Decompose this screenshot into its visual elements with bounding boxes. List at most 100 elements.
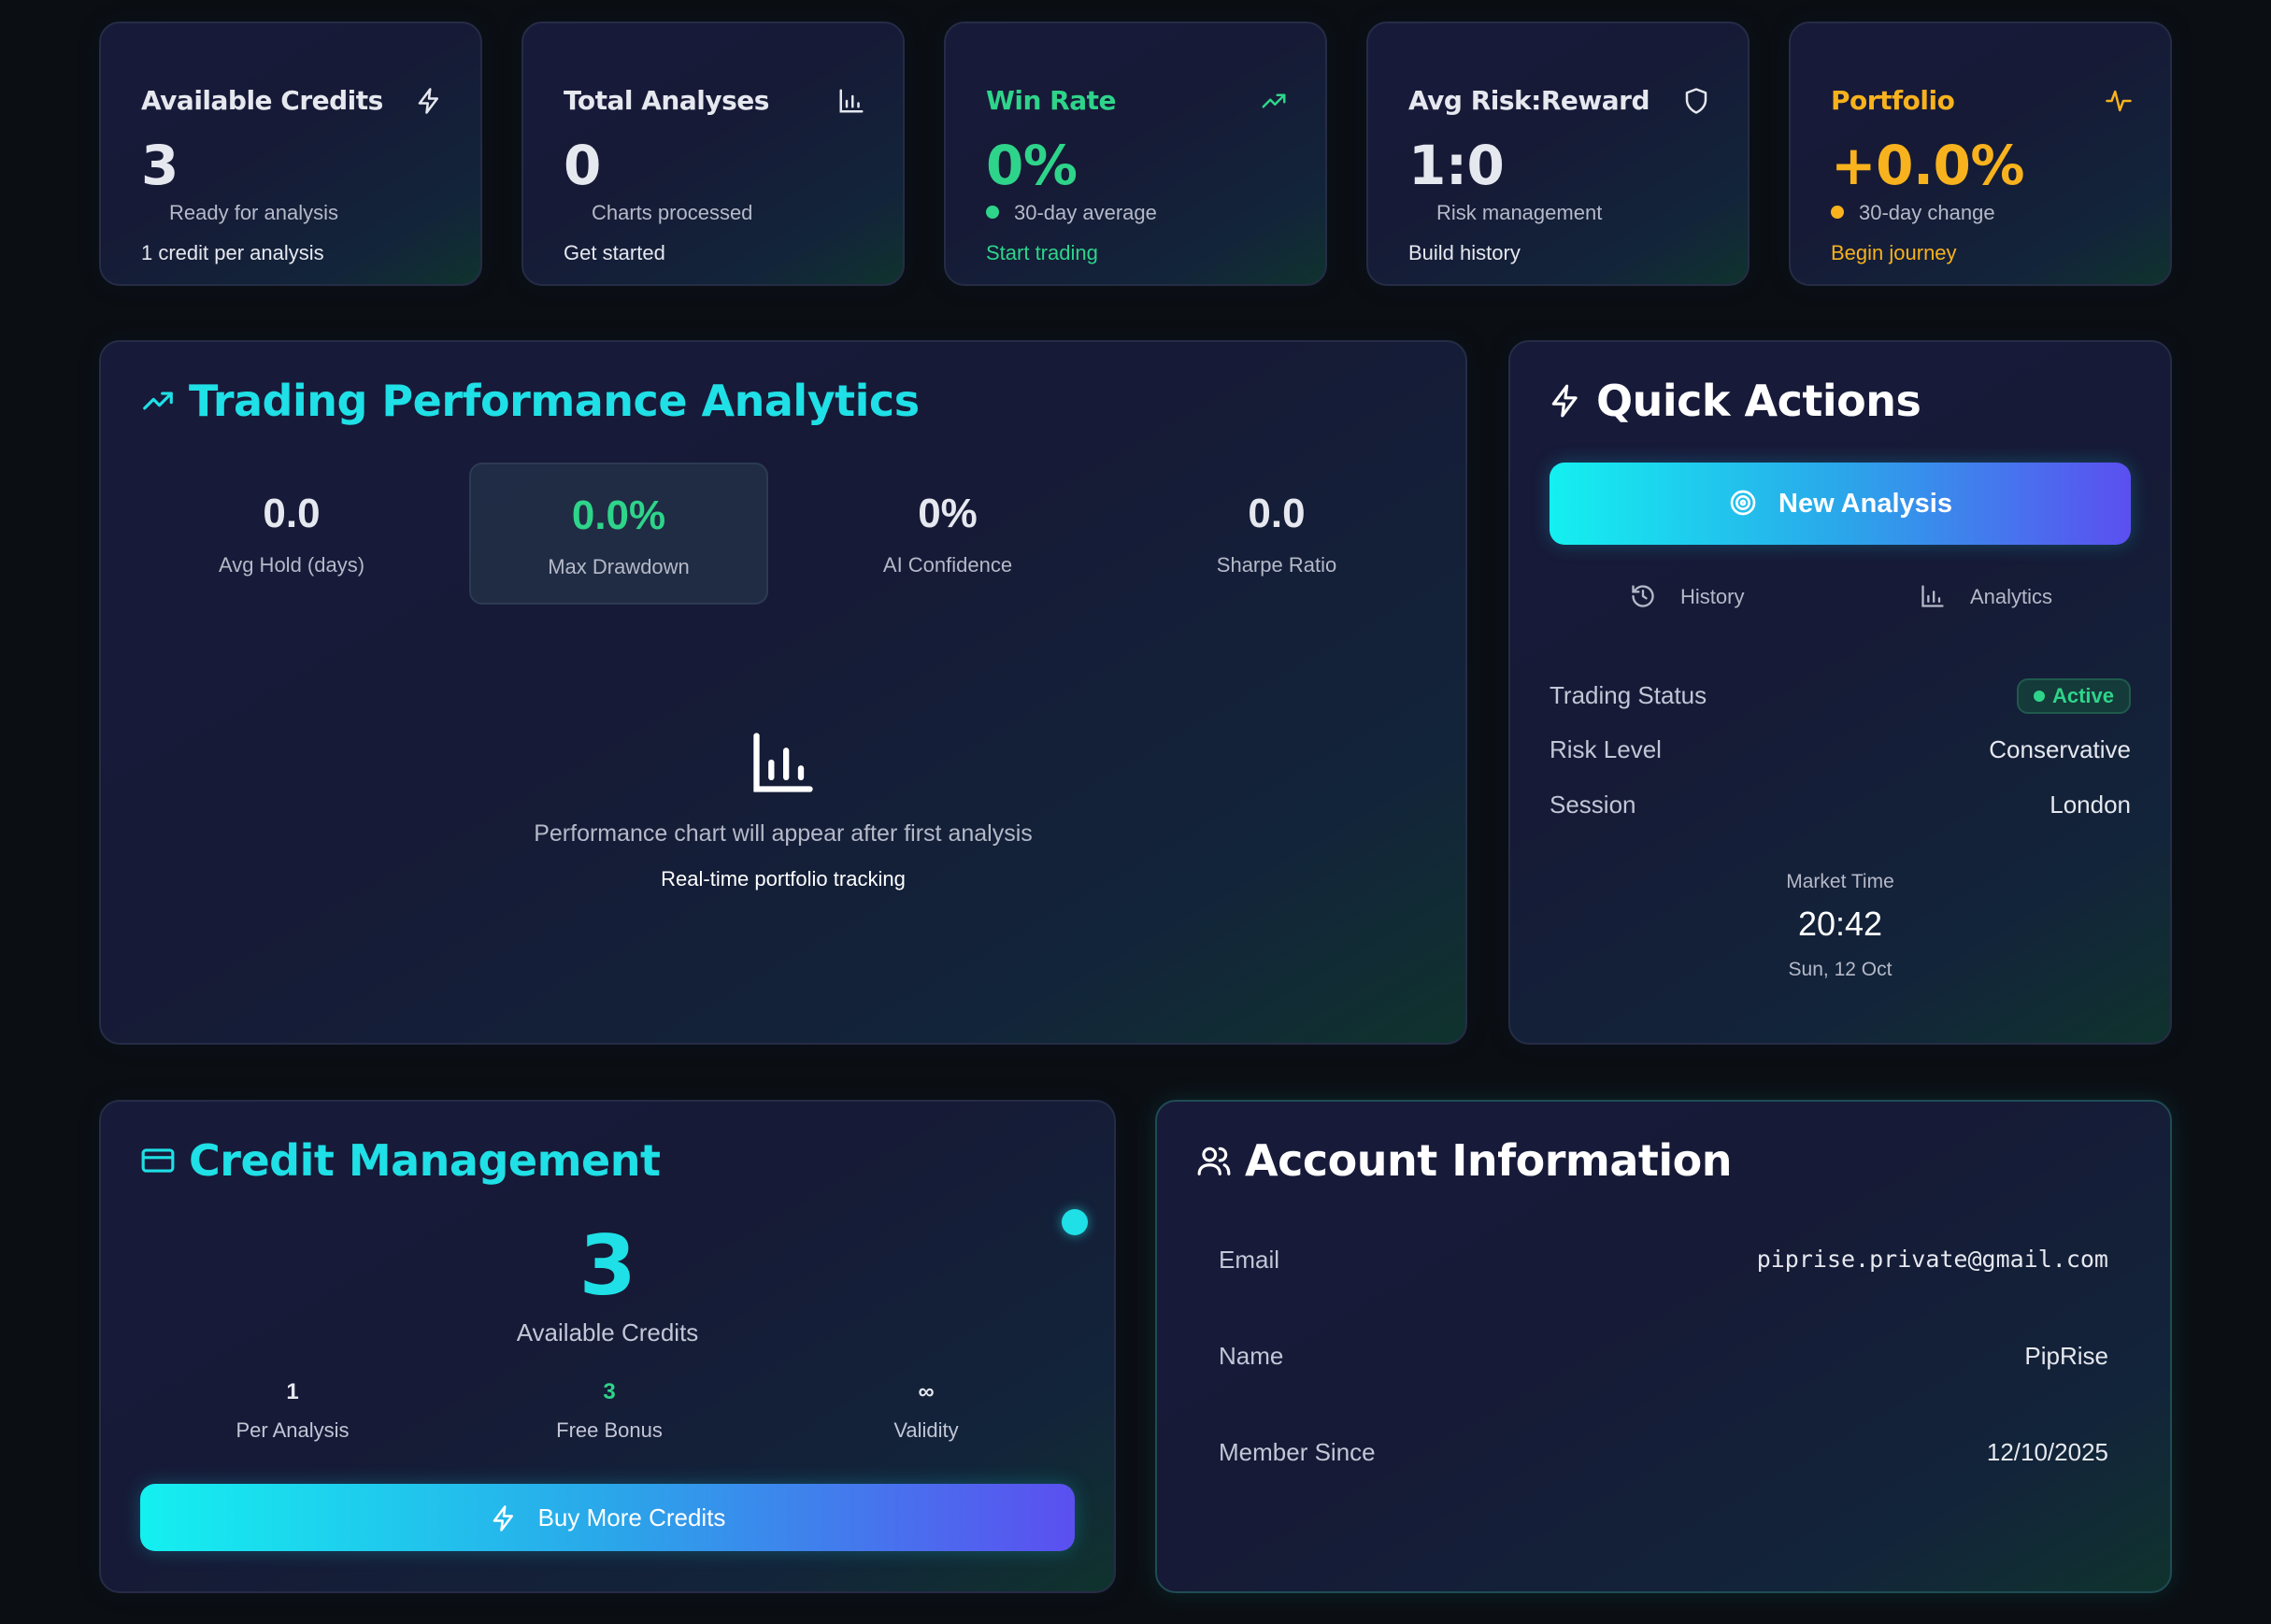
name-label: Name xyxy=(1219,1342,1284,1370)
account-info-title: Account Information xyxy=(1245,1135,1732,1186)
metric-label: Avg Hold (days) xyxy=(218,553,365,577)
status-badge: Active xyxy=(2016,678,2131,714)
status-dot xyxy=(2033,691,2045,702)
credit-management-title: Credit Management xyxy=(189,1135,661,1186)
metric-value: 0.0 xyxy=(263,491,321,536)
history-button[interactable]: History xyxy=(1630,583,1744,609)
buy-credits-label: Buy More Credits xyxy=(537,1503,726,1531)
stat-subtitle: 30-day change xyxy=(1831,201,1995,225)
email-label: Email xyxy=(1219,1246,1280,1274)
history-icon xyxy=(1632,585,1654,607)
stat-subtitle: Charts processed xyxy=(592,201,753,224)
metric-ai-confidence: 0% AI Confidence xyxy=(798,463,1097,605)
analytics-button[interactable]: Analytics xyxy=(1920,583,2052,609)
stat-subtitle: Risk management xyxy=(1436,201,1603,224)
stat-subtitle: 30-day average xyxy=(986,201,1157,225)
stat-title: Available Credits xyxy=(141,85,383,116)
quick-actions-panel: Quick Actions New Analysis History Analy… xyxy=(1508,340,2172,1045)
activity-icon xyxy=(2106,90,2132,112)
stat-footer: Build history xyxy=(1408,241,1521,264)
stat-title: Total Analyses xyxy=(564,85,769,116)
free-bonus-label: Free Bonus xyxy=(556,1418,663,1442)
metric-value: 0.0% xyxy=(571,492,666,538)
trading-status-label: Trading Status xyxy=(1550,681,1707,709)
performance-title: Trading Performance Analytics xyxy=(189,376,920,426)
metric-label: Max Drawdown xyxy=(548,555,690,578)
quick-actions-title: Quick Actions xyxy=(1596,376,1921,426)
per-analysis-value: 1 xyxy=(286,1379,299,1404)
bar-chart-icon xyxy=(753,733,813,792)
name-value: PipRise xyxy=(2024,1342,2108,1370)
stat-title: Win Rate xyxy=(986,85,1117,116)
session-label: Session xyxy=(1550,791,1636,819)
stat-value: 0% xyxy=(986,134,1078,197)
account-info-panel: Account Information Email piprise.privat… xyxy=(1155,1100,2172,1593)
credit-card-icon xyxy=(141,1148,175,1173)
session-value: London xyxy=(2050,791,2131,819)
stat-card-available-credits: Available Credits 3 Ready for analysis 1… xyxy=(99,21,482,286)
stat-title: Avg Risk:Reward xyxy=(1408,85,1650,116)
bar-chart-icon xyxy=(1921,585,1944,607)
metric-label: AI Confidence xyxy=(882,553,1013,577)
metric-sharpe-ratio: 0.0 Sharpe Ratio xyxy=(1127,463,1426,605)
stat-title: Portfolio xyxy=(1831,85,1955,116)
trending-up-icon xyxy=(1262,93,1286,108)
stat-card-portfolio: Portfolio +0.0% 30-day change Begin jour… xyxy=(1789,21,2172,286)
metric-value: 0.0 xyxy=(1248,491,1306,536)
stat-value: 3 xyxy=(141,134,179,197)
metric-label: Sharpe Ratio xyxy=(1216,553,1337,577)
bar-chart-icon xyxy=(839,89,864,113)
credits-big-value: 3 xyxy=(578,1218,636,1314)
stat-footer: Start trading xyxy=(986,241,1098,264)
credit-management-panel: Credit Management 3 Available Credits 1 … xyxy=(99,1100,1116,1593)
free-bonus-stat: 3 Free Bonus xyxy=(455,1379,764,1443)
status-indicator-dot xyxy=(1062,1209,1088,1235)
stat-footer: Begin journey xyxy=(1831,241,1957,264)
metric-max-drawdown[interactable]: 0.0% Max Drawdown xyxy=(469,463,768,605)
empty-chart-subtitle: Real-time portfolio tracking xyxy=(661,867,906,890)
stat-subtitle-text: 30-day change xyxy=(1859,201,1995,224)
stat-value: 0 xyxy=(564,134,601,197)
stat-subtitle: Ready for analysis xyxy=(169,201,338,224)
member-since-value: 12/10/2025 xyxy=(1986,1438,2108,1466)
lightning-icon xyxy=(418,88,438,114)
email-value: piprise.private@gmail.com xyxy=(1756,1246,2108,1273)
market-time-label: Market Time xyxy=(1786,871,1894,892)
validity-label: Validity xyxy=(893,1418,959,1442)
validity-value: ∞ xyxy=(918,1379,935,1404)
performance-panel: Trading Performance Analytics 0.0 Avg Ho… xyxy=(99,340,1467,1045)
per-analysis-label: Per Analysis xyxy=(236,1418,350,1442)
stat-value: +0.0% xyxy=(1831,134,2024,197)
new-analysis-button[interactable]: New Analysis xyxy=(1550,463,2131,545)
stat-card-total-analyses: Total Analyses 0 Charts processed Get st… xyxy=(521,21,905,286)
shield-icon xyxy=(1685,88,1707,114)
stat-value: 1:0 xyxy=(1408,134,1505,197)
empty-chart-message: Performance chart will appear after firs… xyxy=(534,820,1033,847)
lightning-icon xyxy=(493,1505,513,1531)
per-analysis-stat: 1 Per Analysis xyxy=(138,1379,447,1443)
validity-stat: ∞ Validity xyxy=(772,1379,1080,1443)
analytics-label: Analytics xyxy=(1970,585,2053,608)
stat-subtitle-text: 30-day average xyxy=(1014,201,1157,224)
risk-level-value: Conservative xyxy=(1989,735,2131,763)
trending-up-icon xyxy=(143,392,173,410)
users-icon xyxy=(1197,1147,1231,1175)
free-bonus-value: 3 xyxy=(603,1379,616,1404)
stat-footer: Get started xyxy=(564,241,665,264)
member-since-label: Member Since xyxy=(1219,1438,1376,1466)
history-label: History xyxy=(1680,585,1745,608)
stat-card-risk-reward: Avg Risk:Reward 1:0 Risk management Buil… xyxy=(1366,21,1750,286)
new-analysis-label: New Analysis xyxy=(1778,489,1952,519)
credits-big-label: Available Credits xyxy=(516,1318,699,1346)
metric-avg-hold: 0.0 Avg Hold (days) xyxy=(142,463,441,605)
stat-footer: 1 credit per analysis xyxy=(141,241,324,264)
stat-card-win-rate: Win Rate 0% 30-day average Start trading xyxy=(944,21,1327,286)
buy-credits-button[interactable]: Buy More Credits xyxy=(140,1484,1075,1551)
risk-level-label: Risk Level xyxy=(1550,735,1662,763)
metric-value: 0% xyxy=(918,491,978,536)
lightning-icon xyxy=(1551,384,1578,418)
target-icon xyxy=(1730,490,1756,516)
market-time: 20:42 xyxy=(1797,905,1883,943)
market-date: Sun, 12 Oct xyxy=(1788,959,1892,980)
status-badge-text: Active xyxy=(2051,684,2114,707)
